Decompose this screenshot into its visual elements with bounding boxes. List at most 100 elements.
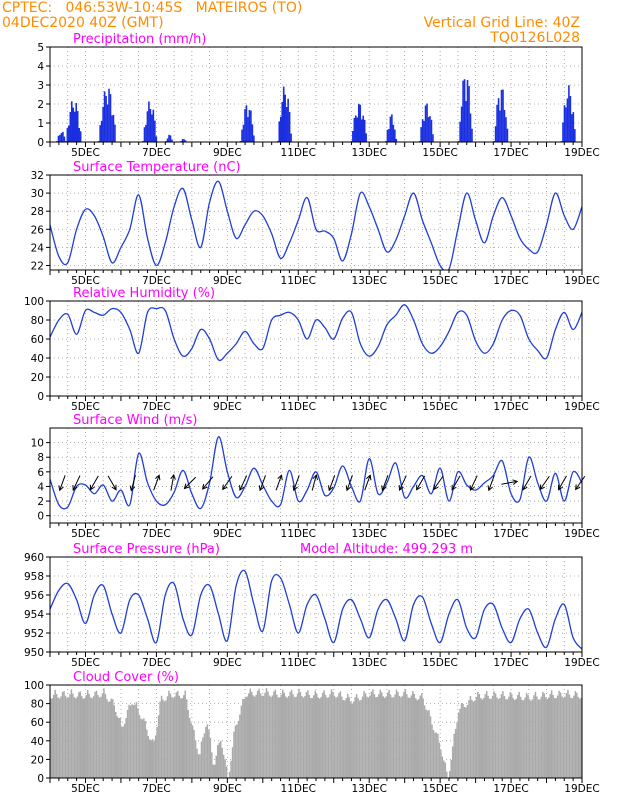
cloud-bar: [302, 697, 305, 778]
cloud-ytick-label: 40: [31, 736, 44, 748]
precip-bar: [356, 117, 359, 142]
precip-bar: [241, 129, 243, 142]
precip-bar: [469, 113, 472, 142]
cloud-bar: [214, 764, 216, 778]
precip-bar: [250, 110, 252, 142]
wind-xtick-label: 15DEC: [422, 528, 457, 540]
rh-xtick-label: 9DEC: [213, 401, 242, 413]
cloud-bar: [150, 740, 152, 778]
cloud-bar: [228, 771, 231, 778]
wind-arrow: [364, 474, 372, 491]
cloud-bar: [225, 766, 228, 778]
cloud-bar: [349, 701, 352, 778]
rh-xtick-label: 15DEC: [422, 401, 457, 413]
precip-bar: [66, 128, 69, 142]
cloud-bar: [426, 710, 429, 778]
cloud-bar: [545, 697, 547, 778]
cloud-bar: [449, 771, 451, 778]
cloud-bar: [576, 692, 578, 778]
cloud-bar: [357, 698, 359, 778]
cloud-bar: [116, 716, 118, 778]
cloud-bar: [342, 700, 345, 778]
wind-panel: 0 2 4 6 8 10 5DEC 7DEC 9DEC 11DEC 13DEC 15DEC 17DEC 1…: [31, 413, 600, 540]
pres-ytick-label: 960: [24, 552, 44, 564]
cloud-bar: [305, 692, 308, 778]
cloud-bar: [248, 693, 250, 778]
cloud-bar: [54, 689, 56, 778]
cloud-bar: [553, 698, 556, 778]
wind-arrow: [129, 474, 136, 492]
precip-bar: [424, 105, 427, 142]
cloud-bar: [86, 689, 89, 778]
pres-xtick-label: 7DEC: [142, 657, 171, 669]
cloud-bar: [508, 696, 510, 778]
cloud-ytick-label: 0: [37, 773, 44, 785]
cloud-bar: [255, 694, 257, 778]
temp-ytick-label: 22: [31, 260, 44, 272]
precip-bar: [394, 129, 396, 142]
cloud-bar: [571, 698, 574, 778]
rh-title: Relative Humidity (%): [73, 286, 215, 301]
cloud-bar: [205, 726, 207, 778]
precip-xtick-label: 15DEC: [422, 147, 457, 159]
cloud-bar: [112, 699, 114, 778]
temp-ytick-label: 24: [31, 242, 45, 254]
cloud-bar: [224, 759, 226, 778]
cloud-bar: [381, 692, 383, 778]
cloud-bar: [341, 696, 343, 778]
precip-bar: [359, 104, 362, 142]
cloud-bar: [193, 729, 195, 778]
cloud-bar: [404, 689, 407, 778]
precip-xtick-label: 13DEC: [351, 147, 386, 159]
cloud-bar: [577, 696, 580, 778]
cloud-bar: [366, 696, 368, 778]
cloud-bar: [140, 718, 142, 778]
cloud-bar: [51, 698, 53, 778]
cloud-bar: [83, 698, 86, 778]
precip-xtick-label: 11DEC: [281, 147, 316, 159]
precip-bar: [73, 111, 76, 142]
cloud-bar: [110, 698, 113, 778]
wind-arrow: [292, 475, 300, 492]
cloud-bar: [119, 717, 121, 778]
cloud-bar: [412, 691, 414, 778]
cloud-bar: [131, 704, 133, 778]
wind-arrow: [258, 475, 267, 492]
cloud-bar: [522, 700, 525, 778]
cloud-bar: [181, 698, 183, 778]
cloud-bar: [143, 718, 145, 778]
pres-ytick-label: 954: [24, 609, 44, 621]
precip-bar: [460, 106, 463, 142]
cloud-bar: [231, 747, 234, 778]
cloud-bar: [166, 696, 169, 778]
precip-bar: [68, 125, 70, 142]
precip-bar: [63, 136, 66, 142]
precip-ytick-label: 2: [37, 99, 44, 111]
rh-ytick-label: 0: [37, 391, 44, 403]
cloud-bar: [401, 695, 404, 778]
cloud-bar: [138, 714, 141, 778]
cloud-bar: [525, 693, 528, 778]
precip-bar: [151, 114, 153, 142]
cloud-bar: [222, 754, 225, 778]
precip-bar: [143, 127, 146, 142]
temp-xtick-label: 15DEC: [422, 275, 457, 287]
cloud-bar: [389, 694, 392, 778]
wind-arrow: [501, 479, 519, 485]
pres-series-line: [50, 569, 582, 650]
cloud-bar: [268, 695, 271, 778]
cloud-xtick-label: 13DEC: [351, 783, 386, 795]
cloud-bar: [440, 749, 442, 778]
cloud-bar: [348, 697, 350, 778]
cloud-bar: [307, 690, 309, 778]
pres-ytick-label: 952: [24, 628, 44, 640]
precip-bar: [78, 128, 80, 142]
precip-bar: [108, 88, 110, 142]
cloud-bar: [568, 694, 571, 778]
cloud-bar: [154, 735, 157, 778]
cloud-bar: [502, 691, 504, 778]
cloud-bar: [221, 747, 223, 778]
precip-bar: [183, 139, 185, 142]
precip-bar: [572, 112, 575, 142]
precip-bar: [146, 111, 149, 142]
